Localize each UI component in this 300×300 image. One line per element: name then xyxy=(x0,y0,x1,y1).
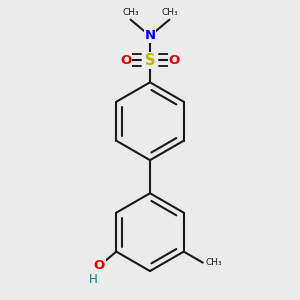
Text: O: O xyxy=(94,259,105,272)
Text: CH₃: CH₃ xyxy=(122,8,139,17)
Text: S: S xyxy=(145,53,155,68)
Text: O: O xyxy=(120,54,131,67)
Text: H: H xyxy=(89,274,98,286)
Text: CH₃: CH₃ xyxy=(206,258,222,267)
Text: N: N xyxy=(144,29,156,42)
Text: CH₃: CH₃ xyxy=(161,8,178,17)
Text: O: O xyxy=(169,54,180,67)
